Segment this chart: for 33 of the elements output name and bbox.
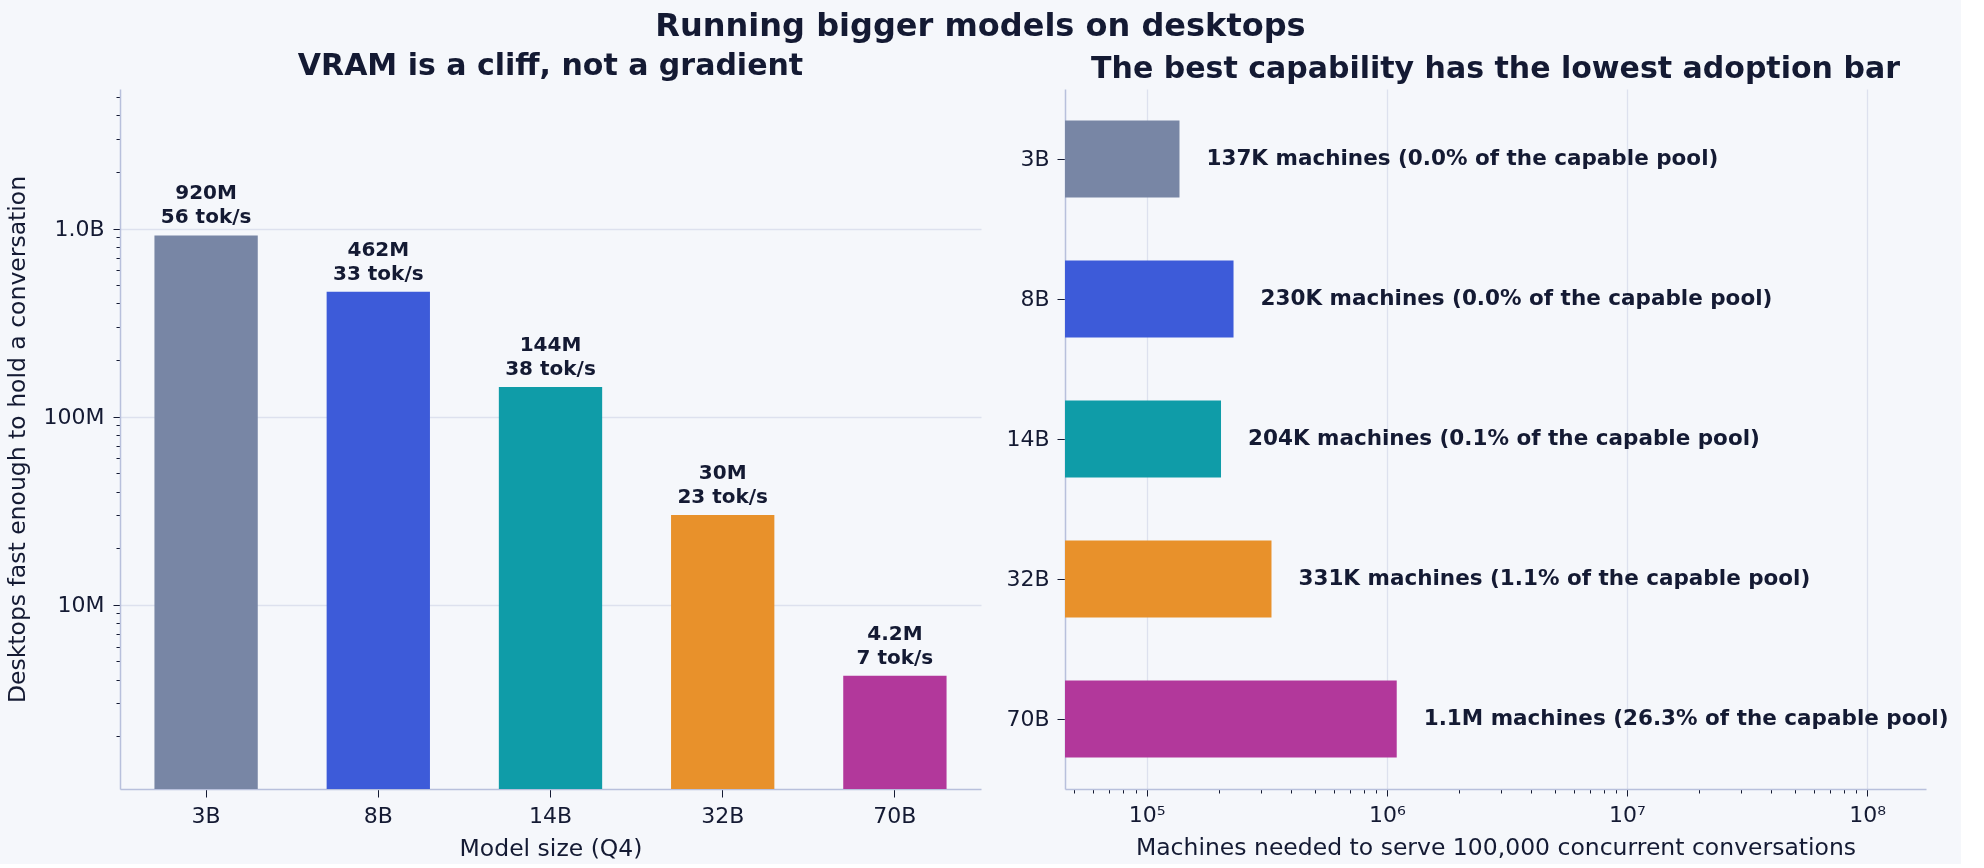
y-tick-label: 1.0B bbox=[54, 216, 105, 242]
x-tick-label: 10⁷ bbox=[1609, 801, 1646, 827]
x-axis-title: Machines needed to serve 100,000 concurrent conversations bbox=[1135, 832, 1857, 861]
y-tick-label: 3B bbox=[1020, 146, 1050, 171]
data-label: 920M 56 tok/s bbox=[160, 180, 252, 229]
x-tick-label: 8B bbox=[363, 802, 393, 828]
x-axis-title: Model size (Q4) bbox=[459, 833, 643, 862]
data-label: 230K machines (0.0% of the capable pool) bbox=[1260, 285, 1773, 310]
text: Running bigger models on desktops bbox=[655, 6, 1306, 45]
data-label: 331K machines (1.1% of the capable pool) bbox=[1298, 565, 1811, 590]
data-label: 144M 38 tok/s bbox=[505, 331, 596, 380]
chart-title: VRAM is a cliff, not a gradient bbox=[297, 47, 804, 83]
x-tick-label: 70B bbox=[873, 802, 917, 828]
data-label: 4.2M 7 tok/s bbox=[856, 620, 934, 669]
data-label: 204K machines (0.1% of the capable pool) bbox=[1248, 425, 1760, 450]
x-tick-label: 3B bbox=[191, 802, 221, 828]
x-tick-label: 32B bbox=[701, 802, 745, 828]
data-label: 30M 23 tok/s bbox=[677, 460, 768, 509]
x-tick-label: 14B bbox=[528, 802, 573, 828]
y-tick-label: 70B bbox=[1006, 706, 1050, 731]
data-label: 462M 33 tok/s bbox=[333, 236, 424, 285]
x-tick-label: 10⁶ bbox=[1368, 801, 1406, 827]
y-tick-label: 32B bbox=[1006, 566, 1050, 591]
chart-title: The best capability has the lowest adoption bar bbox=[1091, 50, 1901, 85]
x-tick-label: 10⁵ bbox=[1128, 801, 1166, 827]
y-tick-label: 100M bbox=[43, 404, 105, 430]
y-tick-label: 8B bbox=[1020, 286, 1050, 311]
y-axis-title: Desktops fast enough to hold a conversation bbox=[2, 175, 31, 704]
data-label: 137K machines (0.0% of the capable pool) bbox=[1206, 145, 1719, 170]
data-label: 1.1M machines (26.3% of the capable pool) bbox=[1423, 705, 1949, 730]
x-tick-label: 10⁸ bbox=[1849, 801, 1887, 827]
y-tick-label: 14B bbox=[1006, 426, 1050, 451]
y-tick-label: 10M bbox=[57, 592, 105, 618]
